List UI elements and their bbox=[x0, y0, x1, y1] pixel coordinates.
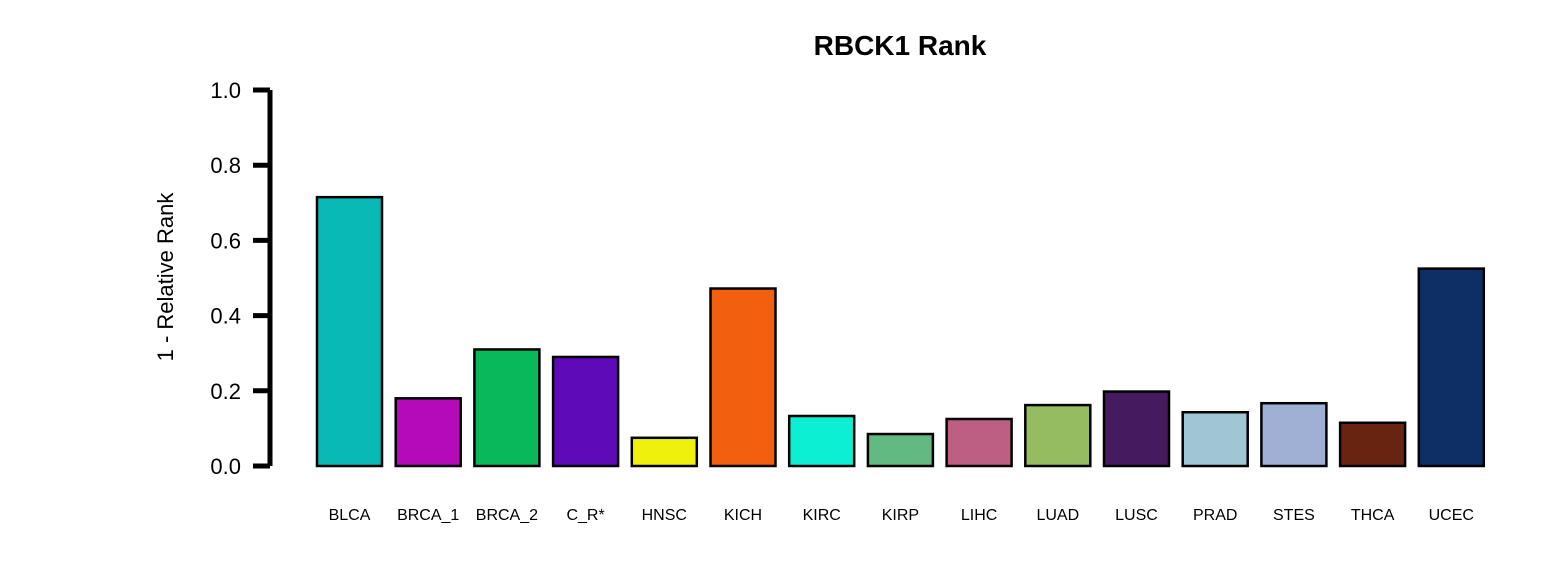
y-tick-label: 0.6 bbox=[210, 228, 241, 253]
bars bbox=[315, 195, 1486, 468]
bar-c-r bbox=[551, 355, 620, 468]
x-tick-label: PRAD bbox=[1193, 507, 1237, 524]
bar-kirp bbox=[866, 432, 935, 468]
x-tick-label: LIHC bbox=[961, 507, 997, 524]
x-tick-label: KIRC bbox=[803, 507, 841, 524]
x-tick-label: KIRP bbox=[882, 507, 919, 524]
y-tick-label: 0.4 bbox=[210, 304, 241, 329]
bar-luad bbox=[1024, 403, 1092, 468]
x-tick-label: THCA bbox=[1351, 507, 1395, 524]
y-axis-label: 1 - Relative Rank bbox=[153, 192, 178, 362]
bar-lihc bbox=[945, 417, 1013, 468]
y-tick-label: 1.0 bbox=[210, 78, 241, 103]
bar-blca bbox=[315, 195, 384, 468]
y-tick-label: 0.0 bbox=[210, 454, 241, 479]
x-tick-label: BRCA_2 bbox=[476, 507, 538, 524]
x-tick-label: BLCA bbox=[329, 507, 371, 524]
y-tick-label: 0.8 bbox=[210, 153, 241, 178]
x-tick-label: C_R* bbox=[566, 507, 604, 524]
y-tick-label: 0.2 bbox=[210, 379, 241, 404]
chart-title: RBCK1 Rank bbox=[814, 30, 987, 61]
x-tick-label: HNSC bbox=[642, 507, 687, 524]
bar-brca-1 bbox=[394, 397, 462, 468]
x-tick-label: STES bbox=[1273, 507, 1315, 524]
bar-prad bbox=[1181, 410, 1249, 468]
bar-thca bbox=[1338, 421, 1407, 468]
bar-kirc bbox=[787, 414, 856, 468]
x-axis-tick-labels: BLCA BRCA_1 BRCA_2 C_R* HNSC KICH KIRC KIRP LIHC… bbox=[329, 507, 1474, 524]
x-tick-label: KICH bbox=[724, 507, 762, 524]
bar-ucec bbox=[1417, 267, 1486, 468]
bar-stes bbox=[1260, 401, 1328, 468]
x-tick-label: UCEC bbox=[1429, 507, 1474, 524]
bar-kich bbox=[709, 287, 777, 468]
y-axis-ticks: 0.0 0.2 0.4 0.6 0.8 1.0 bbox=[210, 78, 270, 479]
x-tick-label: LUSC bbox=[1115, 507, 1158, 524]
bar-lusc bbox=[1102, 390, 1171, 468]
x-tick-label: LUAD bbox=[1036, 507, 1079, 524]
bar-hnsc bbox=[630, 436, 699, 468]
x-tick-label: BRCA_1 bbox=[397, 507, 459, 524]
bar-brca-2 bbox=[473, 348, 541, 468]
